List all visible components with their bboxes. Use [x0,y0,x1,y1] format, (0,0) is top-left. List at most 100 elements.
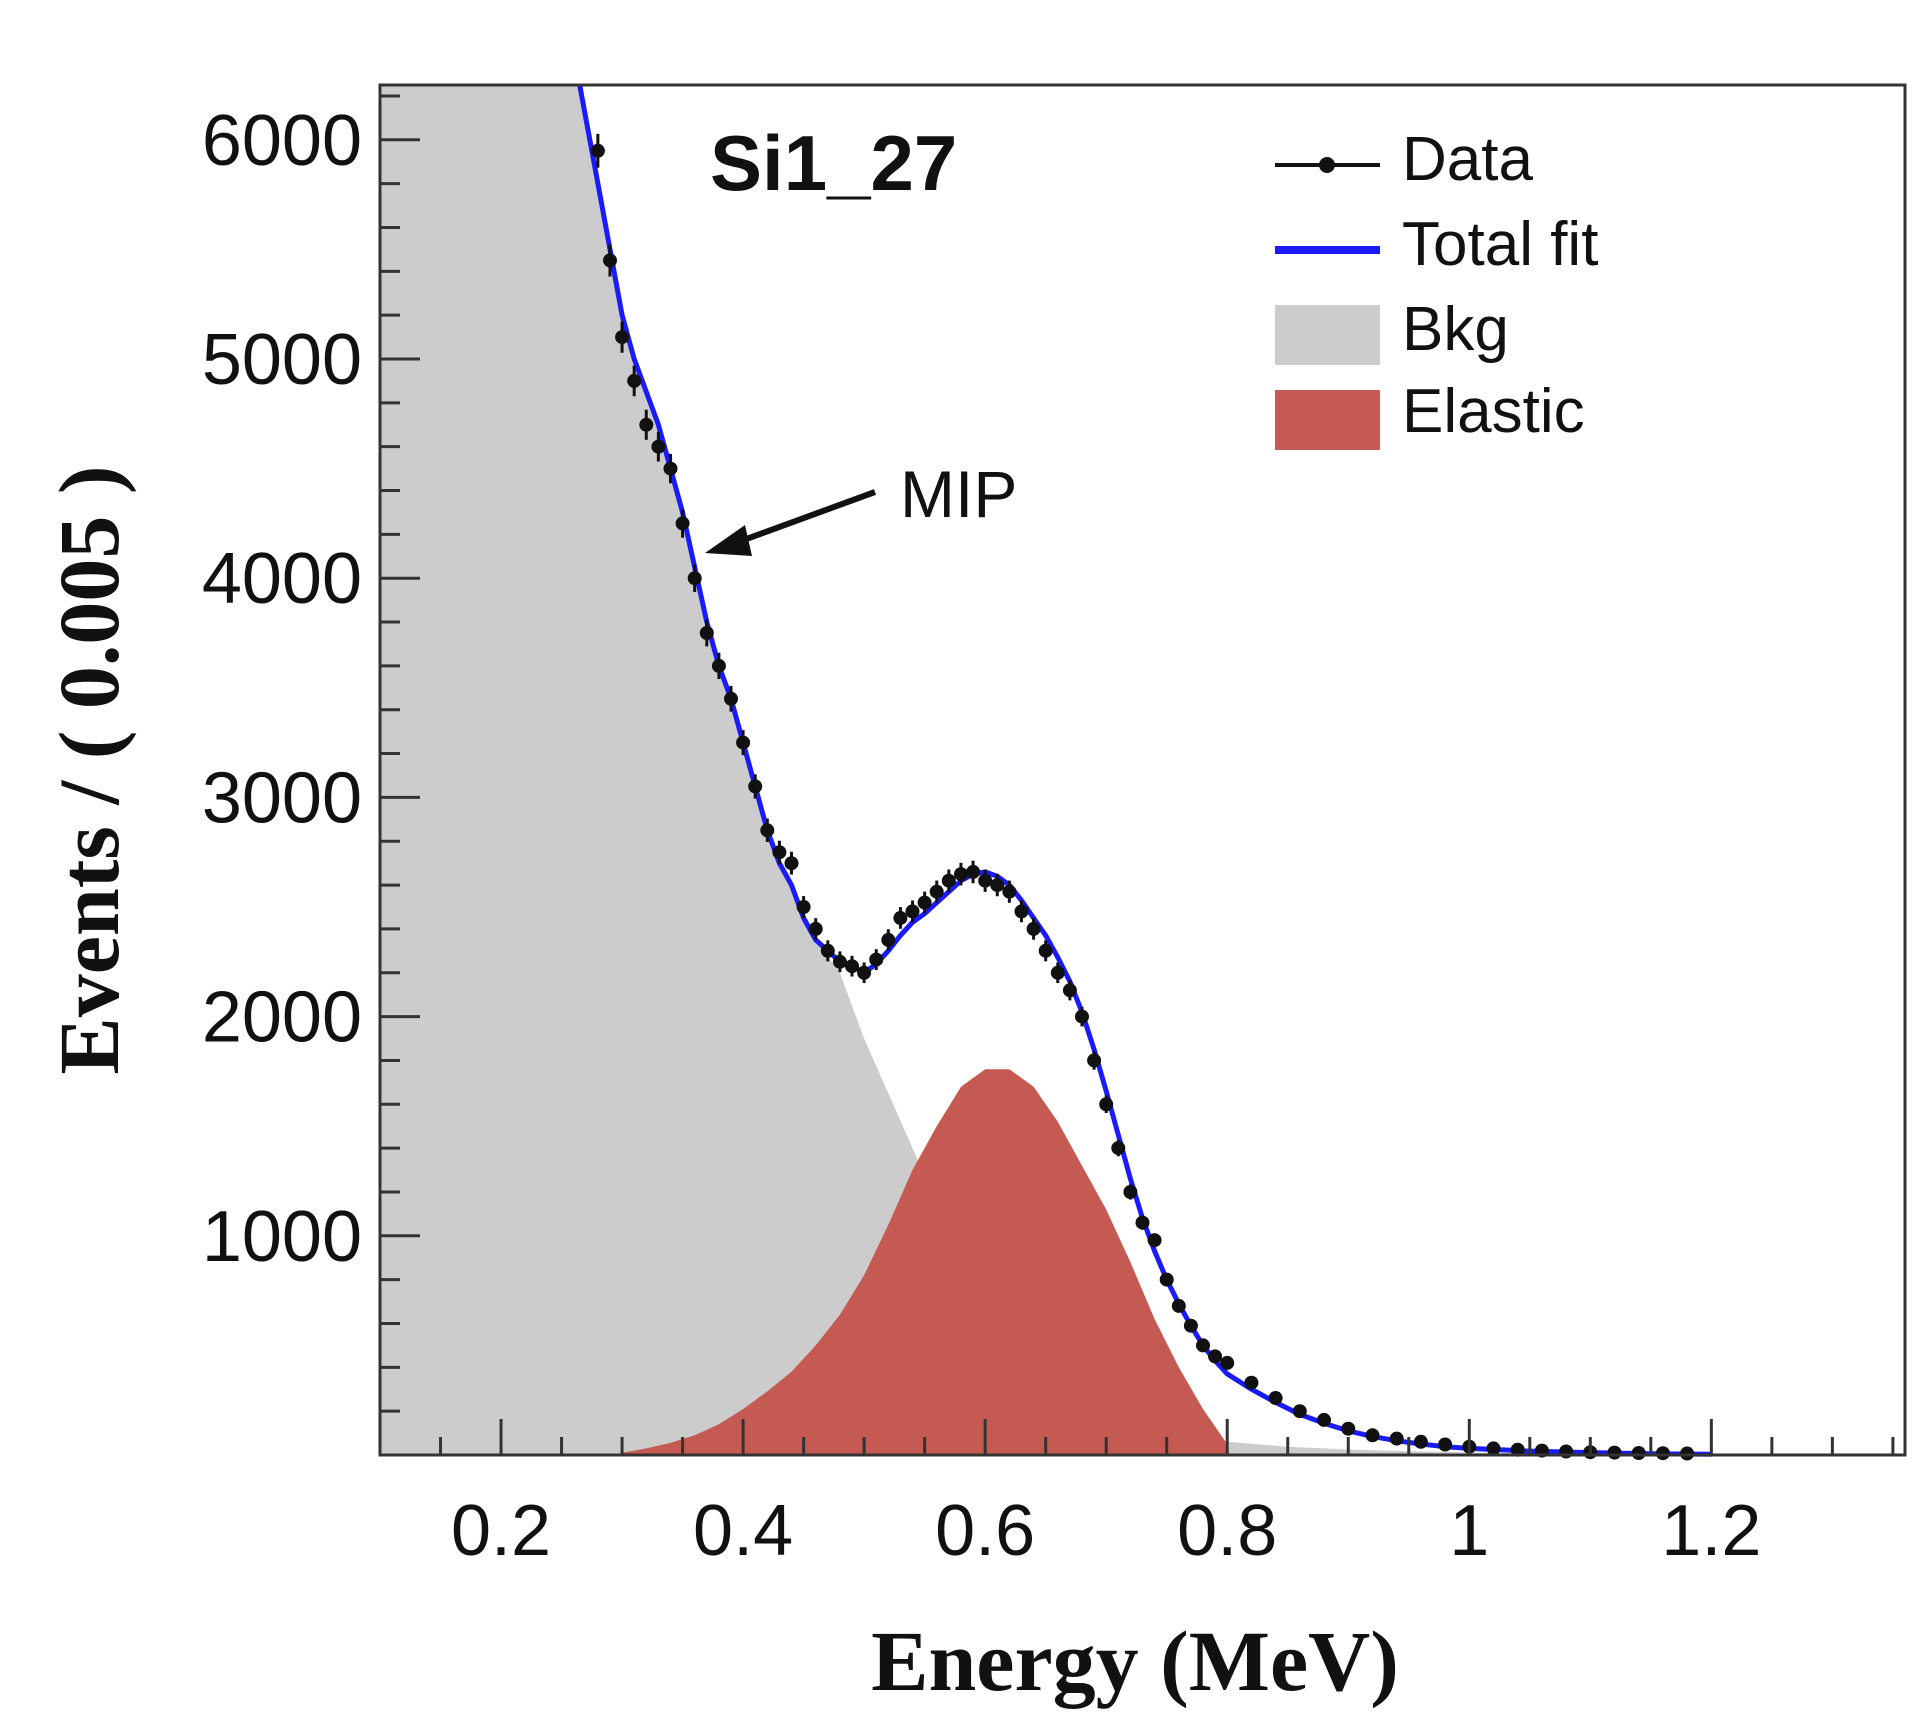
y-tick-label: 2000 [202,978,362,1058]
data-point [929,884,944,899]
data-point [1123,1185,1138,1199]
data-point [1631,1446,1646,1460]
data-point [772,845,787,860]
mip-arrow-head [705,525,752,556]
data-point [990,878,1005,893]
legend-data-label: Data [1402,125,1533,194]
legend-data-marker [1319,157,1335,173]
data-point [1510,1442,1525,1457]
data-point [808,921,823,936]
data-point [1183,1318,1198,1333]
data-point [1171,1298,1186,1313]
data-point [1438,1437,1453,1452]
data-point [1002,884,1017,899]
legend-elastic-label: Elastic [1402,377,1585,446]
area-layer [380,85,1905,1455]
data-point [687,571,702,586]
data-point [1147,1233,1162,1248]
data-point [590,143,605,158]
x-tick-label: 1.2 [1661,1491,1761,1571]
legend-bkg-swatch [1275,305,1380,365]
data-point [1341,1421,1356,1436]
data-point [1196,1338,1210,1353]
y-axis-title: Events / ( 0.005 ) [41,465,137,1074]
data-point [711,658,726,673]
x-tick-label: 0.8 [1177,1491,1277,1571]
data-point [881,932,896,947]
x-tick-label: 0.6 [935,1491,1035,1571]
data-point [699,626,714,640]
data-point [1087,1053,1102,1068]
x-tick-label: 0.4 [693,1491,793,1571]
data-point [857,965,872,980]
legend-item-data: Data [1275,125,1533,194]
data-point [832,954,847,969]
data-point [748,779,763,794]
y-tick-label: 5000 [202,320,362,400]
data-point [1244,1375,1259,1390]
legend-elastic-swatch [1275,390,1380,450]
data-point [615,330,630,345]
data-point [869,952,884,967]
data-point [760,823,775,838]
data-point [1026,921,1041,936]
data-point [1062,983,1077,998]
data-point [1135,1215,1150,1230]
data-point [784,856,799,871]
data-point [820,943,835,958]
x-axis-title: Energy (MeV) [871,1613,1399,1709]
data-point [966,864,981,879]
data-point [1365,1428,1380,1443]
data-point [1159,1272,1174,1287]
data-point [978,873,993,888]
data-point [893,911,908,925]
data-point [1014,904,1029,919]
y-tick-label: 4000 [202,539,362,619]
data-point [1038,943,1053,958]
area-bkg [380,85,1905,1455]
data-point [627,373,642,388]
area-elastic [622,1069,1228,1455]
legend-item-total-fit: Total fit [1275,210,1598,279]
data-point [1607,1445,1622,1460]
data-point [663,461,678,476]
data-point [796,900,811,914]
data-point [1268,1391,1283,1405]
data-point [639,417,654,432]
y-tick-label: 1000 [202,1197,362,1277]
data-point [1317,1412,1331,1427]
x-tick-label: 1 [1449,1491,1489,1571]
legend-bkg-label: Bkg [1402,295,1509,364]
legend-item-elastic: Elastic [1275,377,1585,450]
data-point [917,895,932,910]
legend-item-bkg: Bkg [1275,295,1509,365]
data-point [1413,1434,1428,1449]
tick-labels-layer: 0.2 0.4 0.6 0.8 1 1.2 1000 2000 3000 4000 5000 6000 [202,101,1762,1571]
data-point [1292,1404,1307,1419]
axes-layer [378,83,1907,1457]
data-point [1050,965,1065,980]
data-point [1486,1441,1501,1456]
y-tick-label: 3000 [202,758,362,838]
data-point [675,516,690,531]
mip-label: MIP [900,457,1017,531]
data-point [1111,1141,1126,1156]
data-point [1075,1009,1089,1024]
plot-title: Si1_27 [710,119,957,207]
x-tick-label: 0.2 [451,1491,551,1571]
data-point [1208,1349,1223,1364]
data-point [941,873,956,888]
legend: Data Total fit Bkg Elastic [1275,125,1598,450]
data-point [1099,1097,1114,1112]
data-point [651,439,666,454]
data-point [845,959,859,974]
mip-annotation: MIP [705,457,1017,556]
data-point [1389,1431,1404,1446]
data-point [1220,1355,1235,1370]
data-point [905,904,920,919]
mip-arrow-line [728,489,877,548]
y-tick-label: 6000 [202,101,362,181]
legend-total-fit-label: Total fit [1402,210,1598,279]
